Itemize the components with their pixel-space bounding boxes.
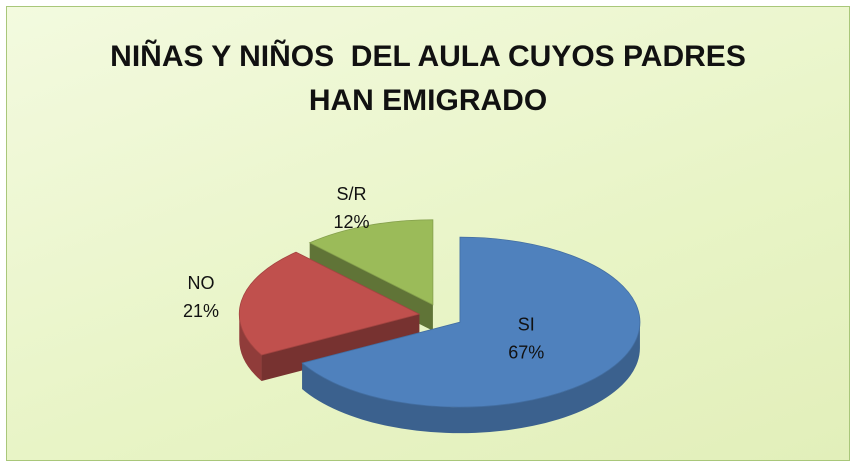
category-label: SI	[518, 315, 535, 335]
pie-slice	[301, 236, 641, 408]
slice-side	[302, 322, 640, 434]
category-label: S/R	[337, 184, 367, 204]
value-label: 67%	[508, 343, 544, 363]
title-line: HAN EMIGRADO	[308, 84, 548, 117]
slice-side	[239, 314, 262, 382]
category-label: NO	[187, 273, 214, 293]
chart-title: NIÑAS Y NIÑOS DEL AULA CUYOS PADRES HAN …	[7, 35, 849, 123]
pie-slice	[308, 219, 434, 306]
value-label: 12%	[334, 212, 370, 232]
value-label: 21%	[183, 301, 219, 321]
pie-slice	[238, 251, 421, 356]
chart: S/R 12% NO 21% SI 67%	[183, 184, 641, 434]
chart-area: NIÑAS Y NIÑOS DEL AULA CUYOS PADRES HAN …	[6, 6, 850, 461]
title-line: NIÑAS Y NIÑOS DEL AULA CUYOS PADRES	[110, 40, 746, 73]
slice-side	[261, 314, 420, 382]
